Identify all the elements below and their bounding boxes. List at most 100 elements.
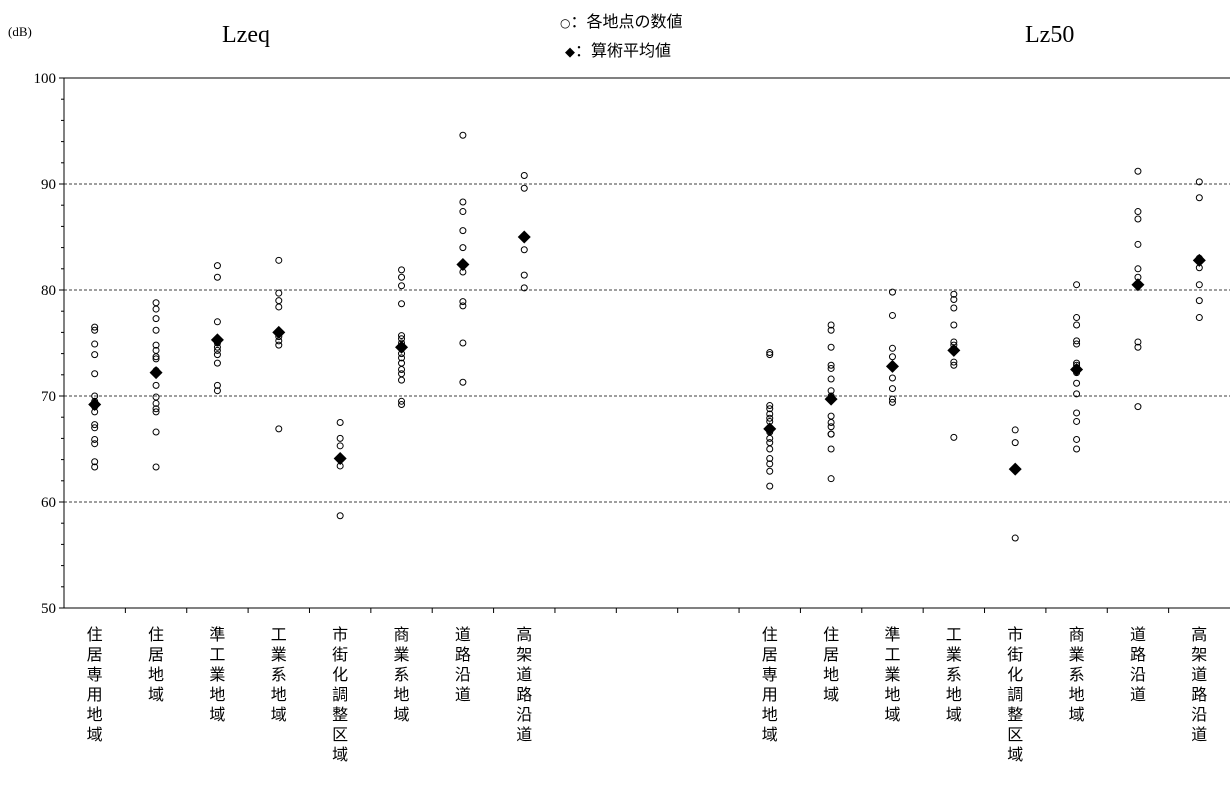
data-point [766,402,774,410]
data-point [1134,265,1142,273]
data-point [398,332,406,340]
data-point [275,425,283,433]
data-point [1134,208,1142,216]
x-category-label-char: 区 [1007,725,1023,744]
x-category-label-char: 域 [823,685,839,704]
x-category-label-char: 専 [762,665,778,684]
legend-background [545,0,770,80]
data-point [152,408,160,416]
mean-marker [1131,278,1145,292]
x-category-label-char: 業 [209,665,225,684]
data-point [888,353,896,361]
mean-marker [210,333,224,347]
x-category-label-char: 工 [884,645,900,664]
data-point [766,349,774,357]
mean-marker [885,359,899,373]
x-category-label-char: 系 [946,665,962,684]
x-category-label-char: 沿 [1130,665,1146,684]
data-point [1073,314,1081,322]
x-category-label-char: 域 [884,705,900,724]
data-point [459,302,467,310]
data-point [152,399,160,407]
data-point [152,299,160,307]
data-point [336,512,344,520]
data-point [398,282,406,290]
data-point [766,351,774,359]
data-point [398,400,406,408]
data-point [91,424,99,432]
mean-marker [1008,462,1022,476]
x-category-label-char: 道 [1130,685,1146,704]
data-point [827,321,835,329]
data-point [1195,314,1203,322]
data-point [827,445,835,453]
panel-title-lzeq: Lzeq [222,22,270,48]
data-point [766,455,774,463]
x-category-label-char: 路 [1130,645,1146,664]
legend-item-points: ○：各地点の数値 [560,8,683,32]
x-category-label-char: 街 [332,645,348,664]
x-category-label-char: 地 [1069,685,1085,704]
data-point [1134,338,1142,346]
x-category-label-char: 域 [87,725,103,744]
data-point [1011,426,1019,434]
data-point [91,340,99,348]
data-point [459,208,467,216]
data-point [888,395,896,403]
data-point [520,172,528,180]
x-category-label-char: 架 [1191,645,1207,664]
x-category-label-char: 域 [271,705,287,724]
mean-marker [88,397,102,411]
x-category-label-char: 整 [1007,705,1023,724]
data-point [950,433,958,441]
data-point [1134,215,1142,223]
x-category-label-char: 域 [394,705,410,724]
mean-marker [333,452,347,466]
data-point [152,355,160,363]
x-category-label-char: 商 [394,625,410,644]
x-category-label-char: 系 [394,665,410,684]
x-category-label-char: 整 [332,705,348,724]
data-point [398,300,406,308]
data-point [459,227,467,235]
data-point [827,343,835,351]
mean-marker [456,258,470,272]
x-category-label-char: 地 [148,665,164,684]
data-point [766,482,774,490]
data-point [827,412,835,420]
data-point [213,318,221,326]
data-point [152,326,160,334]
data-point [827,430,835,438]
x-category-label-char: 道 [516,665,532,684]
x-category-label-char: 架 [516,645,532,664]
x-category-label-char: 準 [884,625,900,644]
x-category-label-char: 工 [946,625,962,644]
x-category-label-char: 居 [87,645,103,664]
data-point [152,341,160,349]
data-point [766,414,774,422]
data-point [1195,297,1203,305]
data-point [152,463,160,471]
data-point [398,366,406,373]
data-point [827,375,835,383]
data-point [213,387,221,395]
data-point [827,364,835,372]
data-point [1073,321,1081,329]
x-category-label-char: 地 [823,665,839,684]
data-point [152,428,160,436]
mean-marker [395,340,409,354]
data-point [520,271,528,279]
data-point [827,423,835,431]
data-point [152,381,160,389]
mean-marker [149,366,163,380]
x-category-label-char: 居 [762,645,778,664]
data-point [520,246,528,254]
y-tick-label: 60 [41,495,56,511]
x-category-label-char: 街 [1007,645,1023,664]
data-point [950,321,958,329]
data-point [336,434,344,442]
x-category-label-char: 道 [1191,665,1207,684]
mean-marker [517,230,531,244]
data-point [1134,240,1142,248]
